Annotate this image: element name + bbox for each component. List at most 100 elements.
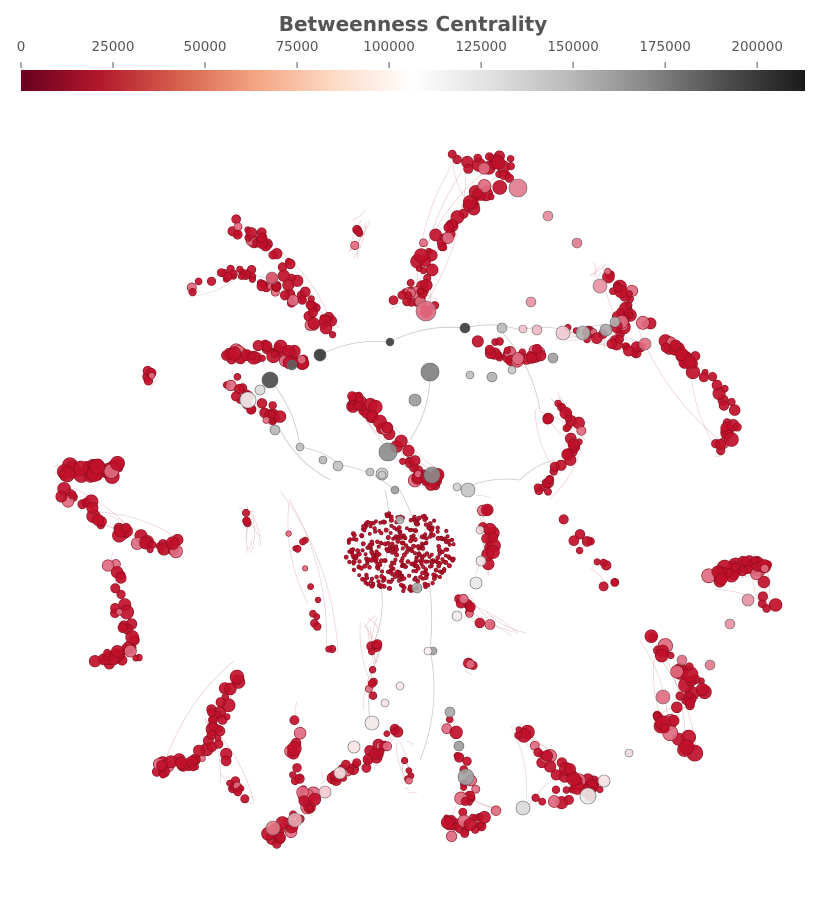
graph-node xyxy=(428,534,433,539)
graph-node xyxy=(623,345,635,357)
graph-node xyxy=(348,537,353,542)
graph-node xyxy=(389,523,394,528)
graph-node xyxy=(724,618,736,630)
graph-node xyxy=(429,228,442,242)
graph-node xyxy=(471,784,481,794)
graph-node xyxy=(679,739,695,755)
graph-edge xyxy=(389,326,466,343)
graph-edge xyxy=(362,659,378,710)
graph-node xyxy=(401,756,409,765)
graph-node xyxy=(533,483,542,492)
graph-node xyxy=(378,442,398,462)
graph-node xyxy=(707,372,718,382)
graph-node xyxy=(429,560,434,565)
graph-node xyxy=(418,574,423,580)
graph-node xyxy=(417,552,422,558)
graph-node xyxy=(223,713,231,721)
graph-node xyxy=(544,487,552,496)
graph-node xyxy=(435,525,440,530)
graph-node xyxy=(282,345,295,358)
graph-node xyxy=(414,248,429,263)
graph-edge xyxy=(469,594,513,636)
graph-node xyxy=(388,580,393,584)
graph-node xyxy=(369,558,374,563)
graph-edge xyxy=(149,378,160,390)
graph-node xyxy=(412,577,417,582)
graph-node xyxy=(610,578,619,587)
graph-node xyxy=(472,188,483,199)
graph-node xyxy=(362,528,367,533)
graph-node xyxy=(609,316,621,328)
graph-node xyxy=(265,820,281,836)
graph-node xyxy=(347,559,352,565)
graph-edge xyxy=(364,615,377,629)
graph-node xyxy=(531,343,543,355)
graph-node xyxy=(724,432,739,447)
graph-edge xyxy=(279,429,331,481)
graph-edge xyxy=(367,617,380,630)
graph-node xyxy=(400,546,405,551)
graph-node xyxy=(392,525,397,530)
graph-node xyxy=(431,572,436,578)
graph-node xyxy=(504,173,515,183)
graph-node xyxy=(685,698,696,708)
graph-node xyxy=(670,665,684,679)
graph-node xyxy=(436,544,442,549)
graph-node xyxy=(423,646,433,656)
graph-edge xyxy=(389,306,398,311)
graph-node xyxy=(239,391,257,409)
graph-node xyxy=(447,542,452,547)
graph-node xyxy=(382,558,387,563)
graph-node xyxy=(369,520,374,526)
graph-node xyxy=(550,769,562,781)
graph-node xyxy=(354,537,359,542)
graph-node xyxy=(437,574,442,579)
graph-edge xyxy=(247,538,252,551)
graph-node xyxy=(414,557,419,562)
graph-node xyxy=(362,563,368,569)
graph-node xyxy=(347,740,361,754)
graph-node xyxy=(423,532,428,537)
graph-node xyxy=(194,277,203,286)
colorbar-tick-label: 175000 xyxy=(639,39,691,55)
graph-node xyxy=(481,503,494,517)
graph-node xyxy=(274,832,286,844)
graph-node xyxy=(760,564,770,573)
graph-node xyxy=(412,514,417,520)
graph-node xyxy=(542,210,554,222)
graph-node xyxy=(361,524,366,529)
graph-edge xyxy=(357,225,366,259)
graph-node xyxy=(446,830,458,842)
graph-edge xyxy=(156,375,159,379)
graph-edge xyxy=(424,161,467,307)
graph-node xyxy=(599,558,608,567)
graph-node xyxy=(660,342,672,353)
graph-node xyxy=(551,785,561,794)
graph-node xyxy=(413,528,419,534)
graph-node xyxy=(655,689,671,705)
graph-node xyxy=(604,267,612,275)
graph-edge xyxy=(245,509,252,549)
graph-node xyxy=(490,805,502,816)
graph-node xyxy=(318,455,328,465)
graph-node xyxy=(419,557,425,563)
graph-node xyxy=(256,398,268,409)
colorbar-tick-label: 200000 xyxy=(731,39,783,55)
graph-node xyxy=(403,535,408,541)
graph-node xyxy=(377,470,387,480)
graph-edge xyxy=(352,210,366,221)
graph-node xyxy=(474,617,485,629)
graph-node xyxy=(390,571,395,577)
graph-node xyxy=(555,325,571,341)
graph-node xyxy=(433,567,439,573)
graph-node xyxy=(395,538,401,544)
graph-node xyxy=(445,534,450,539)
graph-node xyxy=(265,271,279,285)
graph-node xyxy=(289,715,300,726)
graph-node xyxy=(545,475,554,484)
colorbar-ticks: 0 25000 50000 75000 100000 125000 150000 175000… xyxy=(17,39,783,68)
graph-node xyxy=(285,258,296,270)
graph-node xyxy=(390,727,398,736)
graph-node xyxy=(715,438,727,450)
graph-node xyxy=(374,574,379,580)
